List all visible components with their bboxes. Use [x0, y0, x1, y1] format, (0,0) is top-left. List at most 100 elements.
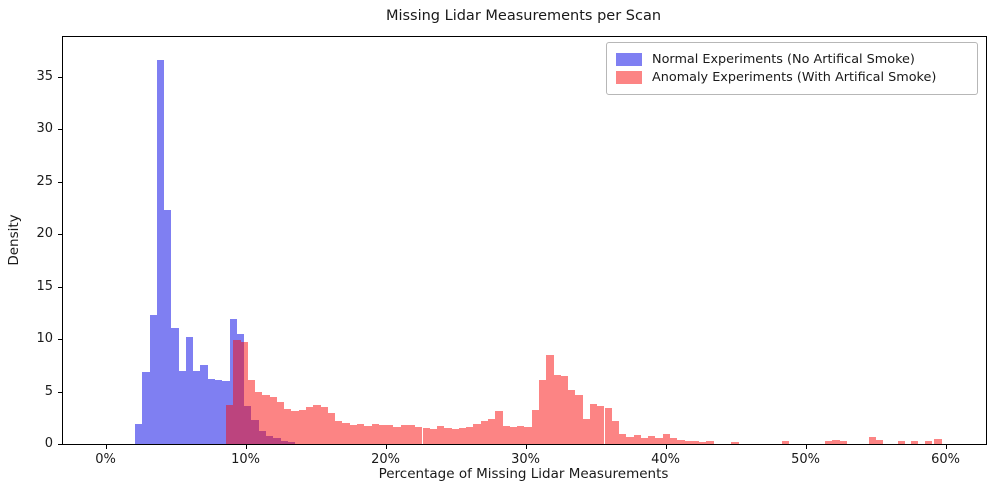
- histogram-bar-anomaly: [291, 411, 299, 444]
- y-tick-label: 15: [36, 278, 53, 294]
- histogram-bar-anomaly: [458, 427, 467, 444]
- legend-swatch-anomaly-icon: [616, 71, 642, 84]
- histogram-bar-normal: [156, 59, 165, 444]
- histogram-bar-normal: [193, 370, 201, 444]
- y-tick-label: 30: [36, 121, 53, 137]
- histogram-bar-anomaly: [706, 440, 714, 444]
- histogram-bar-normal: [171, 327, 179, 444]
- histogram-bar-anomaly: [400, 425, 408, 444]
- histogram-bar-anomaly: [495, 411, 503, 444]
- histogram-bar-normal: [251, 419, 259, 444]
- histogram-bar-anomaly: [509, 427, 518, 444]
- x-tick-label: 0%: [95, 452, 116, 467]
- y-tick-mark: [58, 234, 62, 236]
- histogram-bar-anomaly: [934, 439, 942, 444]
- histogram-bar-anomaly: [568, 390, 576, 444]
- x-tick-label: 60%: [931, 452, 960, 467]
- histogram-bar-anomaly: [451, 429, 459, 444]
- plot-area: 0% 10% 20% 30% 40% 50% 60% 0 5 10 15 20 25 30 35: [36, 36, 987, 467]
- histogram-bar-anomaly: [611, 420, 620, 444]
- histogram-bar-anomaly: [731, 441, 739, 444]
- y-tick-mark: [58, 391, 62, 393]
- histogram-bar-normal: [236, 333, 245, 444]
- histogram-bar-normal: [134, 424, 143, 444]
- histogram-bar-anomaly: [517, 425, 525, 444]
- histogram-bar-anomaly: [655, 438, 663, 444]
- histogram-bar-anomaly: [875, 439, 884, 444]
- y-tick-mark: [58, 444, 62, 445]
- y-tick-mark: [58, 129, 62, 131]
- histogram-bar-anomaly: [684, 441, 692, 444]
- histogram-bar-anomaly: [284, 409, 292, 444]
- y-tick-mark: [58, 339, 62, 341]
- histogram-bar-anomaly: [320, 407, 328, 444]
- x-tick-mark: [105, 445, 107, 449]
- x-tick-mark: [525, 445, 527, 449]
- histogram-bar-anomaly: [839, 440, 847, 444]
- histogram-bar-anomaly: [466, 426, 474, 444]
- legend: Normal Experiments (No Artifical Smoke) …: [606, 42, 978, 95]
- histogram-bar-normal: [287, 442, 296, 444]
- histogram-bar-anomaly: [422, 427, 430, 444]
- x-tick-mark: [665, 445, 667, 449]
- histogram-bar-normal: [222, 381, 230, 444]
- histogram-bar-anomaly: [255, 391, 263, 444]
- histogram-bar-anomaly: [633, 434, 641, 444]
- histogram-bar-anomaly: [415, 426, 423, 444]
- y-axis-label: Density: [6, 214, 22, 266]
- histogram-bar-anomaly: [560, 375, 569, 444]
- histogram-bar-anomaly: [444, 427, 452, 444]
- x-tick-mark: [245, 445, 247, 449]
- histogram-bar-anomaly: [531, 410, 539, 444]
- histogram-bar-normal: [215, 379, 223, 444]
- x-tick-label: 40%: [651, 452, 680, 467]
- x-axis-label: Percentage of Missing Lidar Measurements: [378, 466, 669, 482]
- histogram-bar-anomaly: [407, 425, 416, 444]
- histogram-bar-anomaly: [825, 440, 833, 444]
- histogram-bar-normal: [149, 314, 157, 444]
- histogram-bar-anomaly: [546, 354, 554, 444]
- histogram-bar-anomaly: [604, 408, 612, 444]
- x-tick-mark: [805, 445, 807, 449]
- histogram-bar-anomaly: [386, 425, 394, 444]
- x-tick-label: 50%: [791, 452, 820, 467]
- y-tick-label: 25: [36, 173, 53, 189]
- histogram-bar-anomaly: [640, 438, 649, 444]
- y-tick-mark: [58, 181, 62, 183]
- x-tick-mark: [385, 445, 387, 449]
- histogram-bar-anomaly: [897, 441, 906, 444]
- histogram-bar-anomaly: [327, 412, 336, 444]
- legend-label-anomaly: Anomaly Experiments (With Artifical Smok…: [652, 70, 937, 85]
- histogram-bar-anomaly: [480, 420, 489, 444]
- histogram-bar-anomaly: [670, 438, 678, 444]
- histogram-bar-anomaly: [437, 426, 445, 444]
- y-tick-label: 20: [36, 226, 53, 242]
- x-tick-label: 10%: [231, 452, 260, 467]
- y-tick-label: 35: [36, 68, 53, 84]
- histogram-bar-anomaly: [575, 394, 583, 444]
- histogram-bar-anomaly: [233, 340, 241, 444]
- histogram-bar-normal: [280, 440, 288, 444]
- histogram-bar-anomaly: [378, 425, 387, 444]
- histogram-bar-anomaly: [269, 396, 277, 444]
- histogram-bar-anomaly: [832, 440, 840, 444]
- histogram-bar-anomaly: [240, 342, 248, 444]
- y-tick-label: 0: [44, 436, 53, 451]
- histogram-bar-anomaly: [619, 434, 627, 444]
- histogram-bar-anomaly: [699, 441, 707, 444]
- histogram-bar-anomaly: [276, 402, 285, 444]
- histogram-bar-normal: [178, 370, 186, 444]
- x-tick-label: 20%: [371, 452, 400, 467]
- histogram-bar-normal: [142, 371, 150, 444]
- histogram-bar-anomaly: [648, 435, 656, 444]
- histogram-bar-anomaly: [524, 426, 532, 444]
- histogram-bar-anomaly: [247, 379, 256, 444]
- histogram-bar-anomaly: [262, 394, 270, 444]
- histogram-bar-anomaly: [553, 374, 561, 444]
- histogram-bar-normal: [265, 435, 274, 444]
- histogram-bar-normal: [185, 336, 194, 444]
- histogram-bar-anomaly: [662, 433, 670, 444]
- histogram-bar-anomaly: [589, 404, 598, 444]
- histogram-bar-normal: [164, 209, 172, 444]
